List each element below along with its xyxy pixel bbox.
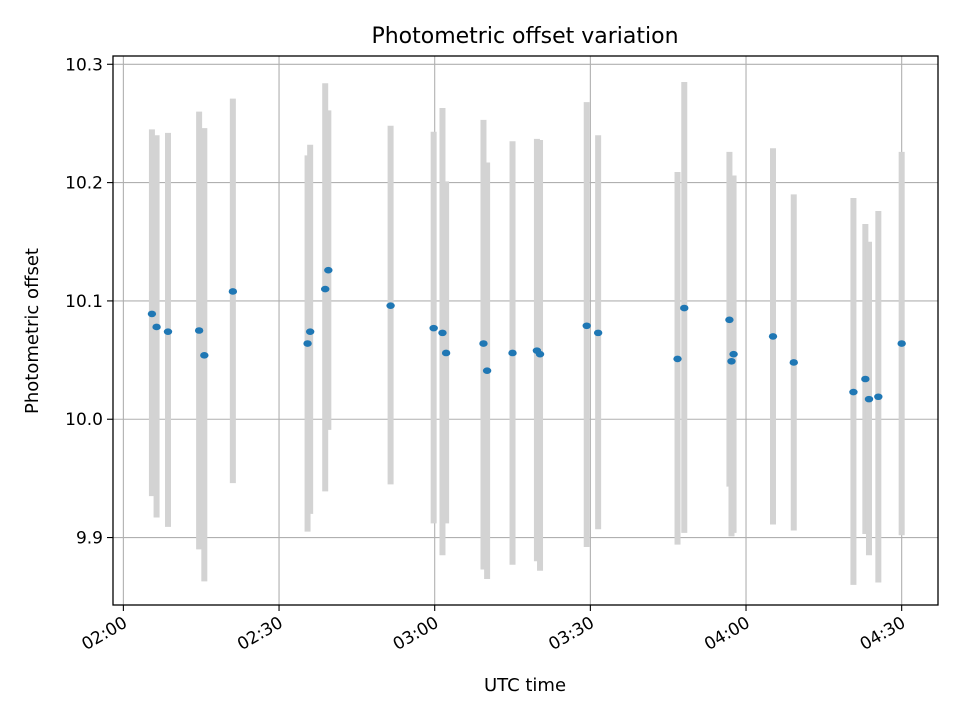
data-point xyxy=(228,288,238,295)
data-point xyxy=(321,285,330,293)
data-point xyxy=(147,310,157,318)
data-point xyxy=(479,340,488,347)
data-point xyxy=(874,393,883,401)
data-point xyxy=(438,329,447,337)
y-tick-label: 10.2 xyxy=(65,174,103,194)
y-tick-label: 10.3 xyxy=(65,55,103,75)
data-point xyxy=(163,328,173,335)
data-point xyxy=(673,355,682,363)
data-point xyxy=(303,340,312,347)
y-tick-label: 9.9 xyxy=(76,529,103,549)
data-point xyxy=(324,266,333,274)
data-point xyxy=(508,349,517,357)
x-axis-label: UTC time xyxy=(484,675,566,696)
data-point xyxy=(305,328,315,335)
y-tick-label: 10.0 xyxy=(65,410,103,430)
data-point xyxy=(152,323,161,331)
data-point xyxy=(593,329,603,337)
y-tick-label: 10.1 xyxy=(65,292,103,312)
chart-title: Photometric offset variation xyxy=(371,24,678,49)
data-point xyxy=(582,322,591,330)
y-axis-ticks: 9.9 10.0 10.1 10.2 10.3 xyxy=(65,55,113,549)
data-point xyxy=(482,367,492,375)
data-point xyxy=(897,340,906,347)
data-point xyxy=(861,375,870,383)
data-point xyxy=(194,327,204,334)
data-point xyxy=(386,302,395,309)
plot-frame xyxy=(112,55,939,606)
data-point xyxy=(680,304,689,312)
data-point xyxy=(441,349,451,357)
data-point xyxy=(535,350,545,358)
y-axis-label: Photometric offset xyxy=(22,248,43,414)
data-point xyxy=(429,324,438,332)
data-point xyxy=(864,395,874,403)
data-point xyxy=(200,352,209,359)
data-point xyxy=(789,359,798,366)
data-point xyxy=(727,357,736,365)
data-point xyxy=(729,350,738,358)
data-point xyxy=(768,333,778,340)
data-point xyxy=(849,388,858,396)
data-points xyxy=(147,266,906,403)
data-point xyxy=(725,316,734,324)
